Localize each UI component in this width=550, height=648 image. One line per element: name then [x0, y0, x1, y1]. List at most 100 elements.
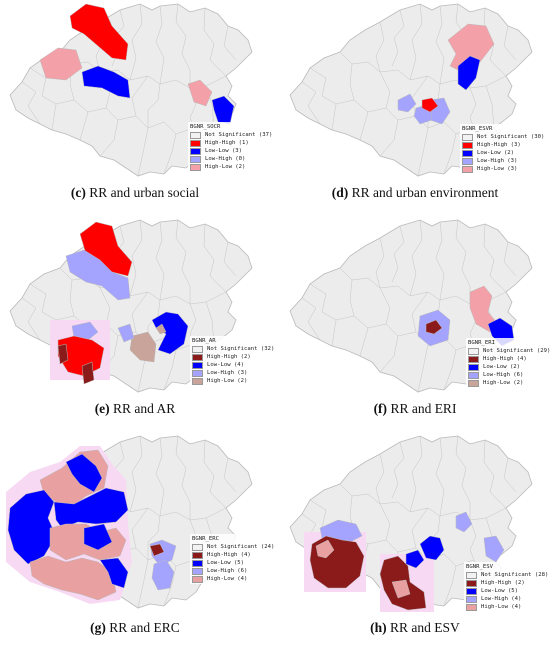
legend-item: High-High (1): [190, 139, 272, 147]
region-high-low: [155, 323, 167, 335]
legend-title: BGNR_ERC: [192, 536, 219, 542]
legend-item: High-Low (2): [468, 379, 550, 387]
legend-swatch: [466, 603, 477, 611]
region-low-low: [65, 453, 103, 493]
legend-label: High-Low (2): [483, 380, 524, 386]
legend-swatch: [468, 379, 479, 387]
map-panel-d: BGNR_ESVR Not Significant (30) High-High…: [280, 0, 550, 212]
legend-item: Low-High (0): [190, 155, 272, 163]
map-legend: BGNR_ERI Not Significant (29) High-High …: [466, 338, 550, 388]
region-low-high: [117, 323, 135, 343]
map-g: [6, 432, 270, 612]
legend-item: High-High (3): [462, 141, 544, 149]
legend-label: Low-High (6): [483, 372, 524, 378]
map-legend: BGNR_ESVR Not Significant (30) High-High…: [460, 124, 547, 174]
legend-item: Low-Low (4): [192, 361, 274, 369]
map-h: [280, 432, 550, 612]
legend-item: Low-Low (2): [468, 363, 550, 371]
legend-label: Not Significant (24): [207, 544, 275, 550]
region-high-low: [129, 331, 157, 363]
legend-swatch: [190, 147, 201, 155]
legend-swatch: [190, 139, 201, 147]
legend-item: Low-Low (5): [466, 587, 548, 595]
legend-swatch: [192, 567, 203, 575]
legend-item: Not Significant (37): [190, 131, 272, 139]
legend-label: Low-High (0): [205, 156, 246, 162]
legend-title: BGNR_AR: [192, 338, 216, 344]
map-panel-c: BGNR_SOCR Not Significant (37) High-High…: [0, 0, 275, 212]
legend-item: High-Low (4): [192, 575, 274, 583]
legend-label: Low-Low (3): [205, 148, 243, 154]
region-high-low: [39, 47, 83, 81]
region-low-high: [65, 249, 131, 301]
legend-label: Low-Low (2): [477, 150, 515, 156]
legend-item: High-High (4): [468, 355, 550, 363]
region-high-high: [149, 543, 165, 557]
legend-label: Low-Low (5): [481, 588, 519, 594]
region-low-high: [151, 559, 175, 591]
legend-label: Low-High (6): [207, 568, 248, 574]
legend-item: Low-Low (3): [190, 147, 272, 155]
legend-swatch: [192, 559, 203, 567]
region-high-high: [425, 319, 443, 335]
legend-item: Low-High (3): [462, 157, 544, 165]
legend-item: Not Significant (32): [192, 345, 274, 353]
legend-label: High-High (1): [205, 140, 249, 146]
legend-label: Not Significant (37): [205, 132, 273, 138]
legend-swatch: [462, 133, 473, 141]
legend-item: Low-High (6): [192, 567, 274, 575]
legend-item: Not Significant (24): [192, 543, 274, 551]
legend-label: Not Significant (29): [483, 348, 550, 354]
region-low-high: [397, 93, 417, 113]
legend-swatch: [468, 355, 479, 363]
map-d: [280, 0, 550, 180]
legend-swatch: [190, 163, 201, 171]
legend-item: Not Significant (29): [468, 347, 550, 355]
legend-label: Not Significant (28): [481, 572, 549, 578]
legend-swatch: [468, 363, 479, 371]
legend-label: High-Low (2): [205, 164, 246, 170]
legend-label: High-Low (2): [207, 378, 248, 384]
region-high-high: [421, 97, 439, 113]
legend-swatch: [192, 345, 203, 353]
legend-swatch: [466, 571, 477, 579]
region-low-high: [483, 535, 505, 563]
legend-swatch: [192, 377, 203, 385]
legend-item: Low-Low (2): [462, 149, 544, 157]
legend-item: High-Low (4): [466, 603, 548, 611]
legend-item: Low-Low (5): [192, 559, 274, 567]
legend-swatch: [462, 157, 473, 165]
legend-swatch: [466, 579, 477, 587]
map-panel-f: BGNR_ERI Not Significant (29) High-High …: [280, 216, 550, 428]
legend-item: Not Significant (30): [462, 133, 544, 141]
map-panel-h: BGNR_ESV Not Significant (28) High-High …: [280, 432, 550, 644]
map-f: [280, 216, 550, 396]
region-low-low: [81, 65, 131, 99]
region-low-low: [419, 535, 445, 561]
map-legend: BGNR_ESV Not Significant (28) High-High …: [464, 562, 550, 612]
map-legend: BGNR_AR Not Significant (32) High-High (…: [190, 336, 277, 386]
panel-caption: (d) RR and urban environment: [331, 185, 499, 200]
region-high-low: [391, 579, 411, 599]
legend-item: Low-High (3): [192, 369, 274, 377]
legend-swatch: [192, 543, 203, 551]
legend-swatch: [192, 551, 203, 559]
legend-swatch: [462, 149, 473, 157]
legend-swatch: [192, 361, 203, 369]
region-high-high: [57, 343, 69, 365]
legend-swatch: [462, 141, 473, 149]
legend-label: High-Low (4): [207, 576, 248, 582]
legend-label: Low-High (4): [481, 596, 522, 602]
legend-swatch: [190, 131, 201, 139]
legend-label: High-Low (4): [481, 604, 522, 610]
legend-swatch: [466, 595, 477, 603]
map-panel-g: BGNR_ERC Not Significant (24) High-High …: [0, 432, 277, 644]
legend-item: Not Significant (28): [466, 571, 548, 579]
region-high-low: [29, 555, 117, 601]
legend-swatch: [466, 587, 477, 595]
legend-swatch: [192, 369, 203, 377]
legend-label: High-Low (3): [477, 166, 518, 172]
legend-item: High-High (2): [466, 579, 548, 587]
map-c: [0, 0, 270, 180]
legend-swatch: [468, 371, 479, 379]
